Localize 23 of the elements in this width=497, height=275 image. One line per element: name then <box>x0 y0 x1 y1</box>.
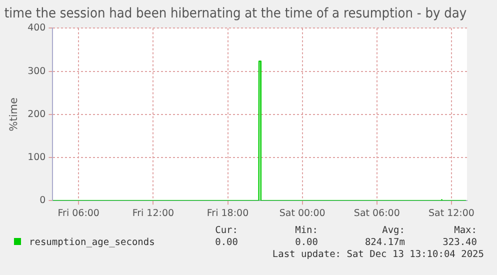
text: 0.00 <box>295 237 318 248</box>
y-tick-label: 200 <box>28 108 46 120</box>
y-tick-label: 100 <box>28 152 46 163</box>
y-axis-title: %time <box>8 98 20 132</box>
x-tick-label: Fri 18:00 <box>206 208 249 219</box>
y-tick-label: 0 <box>40 195 46 206</box>
x-tick-label: Sat 12:00 <box>428 208 474 219</box>
x-tick-label: Fri 12:00 <box>132 208 174 219</box>
text: 824.17m <box>364 237 405 248</box>
text: Cur: <box>215 225 238 236</box>
text: 0.00 <box>215 237 238 248</box>
y-tick-label: 400 <box>28 22 46 34</box>
text: Min: <box>295 225 318 236</box>
y-tick-label: 300 <box>28 66 46 77</box>
x-tick-label: Fri 06:00 <box>58 208 100 219</box>
text: Avg: <box>382 225 405 236</box>
x-tick-label: Sat 00:00 <box>279 208 326 219</box>
text: Last update: Sat Dec 13 13:10:04 2025 <box>272 249 484 260</box>
chart-title: time the session had been hibernating at the time of a resumption - by day <box>4 6 467 22</box>
x-tick-label: Sat 06:00 <box>354 208 400 219</box>
legend-label: resumption_age_seconds <box>28 237 155 248</box>
text: 323.40 <box>442 237 477 248</box>
text: Max: <box>454 225 477 236</box>
